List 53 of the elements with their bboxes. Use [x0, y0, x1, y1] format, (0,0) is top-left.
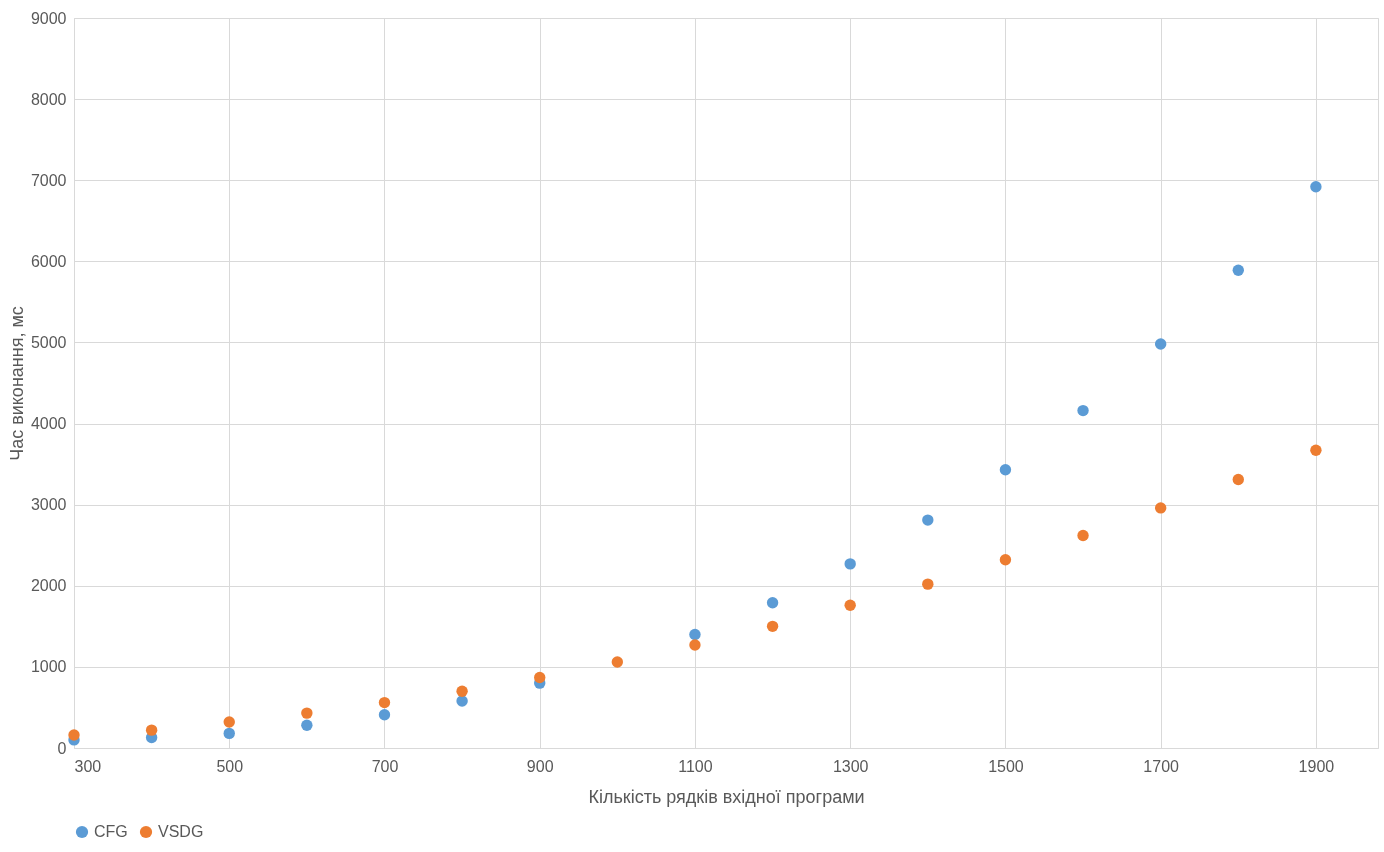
point	[534, 671, 546, 684]
x-tick-label: 1300	[832, 757, 869, 775]
point	[844, 558, 856, 570]
point	[1310, 181, 1322, 193]
point	[999, 464, 1012, 476]
y-tick-label: 5000	[30, 333, 67, 351]
point	[766, 597, 779, 609]
x-tick-label: 500	[216, 757, 244, 775]
point	[145, 724, 158, 736]
point	[1232, 473, 1244, 486]
y-tick-label: 3000	[30, 496, 67, 514]
x-tick-label: 1100	[678, 757, 713, 775]
point	[301, 719, 313, 731]
y-tick-label: 8000	[30, 90, 67, 108]
y-tick-label: 2000	[30, 577, 67, 595]
x-tick-label: 900	[526, 757, 554, 775]
point	[1154, 338, 1167, 350]
point	[922, 578, 934, 590]
point	[611, 656, 624, 668]
x-tick-label: 1700	[1143, 757, 1180, 775]
point	[301, 707, 313, 719]
point	[223, 716, 235, 728]
x-tick-label: 1500	[988, 757, 1024, 775]
point	[689, 639, 701, 651]
legend-label: VSDG	[158, 823, 204, 840]
point	[378, 696, 391, 709]
y-axis-title: Час виконання, мс	[6, 306, 27, 461]
x-tick-label: 700	[371, 757, 399, 775]
y-tick-label: 6000	[30, 252, 67, 270]
y-tick-label: 0	[57, 739, 67, 757]
y-tick-label: 7000	[30, 171, 67, 189]
x-tick-label: 300	[74, 757, 102, 775]
point	[1310, 444, 1322, 457]
point	[766, 620, 779, 633]
point	[844, 599, 856, 611]
point	[456, 685, 468, 697]
y-tick-label: 4000	[30, 415, 67, 433]
legend-label: CFG	[94, 823, 128, 840]
x-tick-label: 1900	[1298, 757, 1335, 775]
point	[1077, 529, 1089, 542]
point	[378, 709, 391, 721]
point	[999, 554, 1012, 566]
point	[1077, 404, 1089, 417]
point	[68, 729, 80, 741]
point	[689, 628, 701, 641]
point	[1232, 264, 1244, 276]
point	[922, 514, 934, 526]
x-axis-title: Кількість рядків вхідної програми	[588, 786, 865, 807]
point	[1154, 502, 1167, 514]
point	[223, 727, 235, 740]
y-tick-label: 1000	[30, 658, 67, 676]
y-tick-label: 9000	[30, 9, 67, 27]
point	[456, 695, 468, 707]
